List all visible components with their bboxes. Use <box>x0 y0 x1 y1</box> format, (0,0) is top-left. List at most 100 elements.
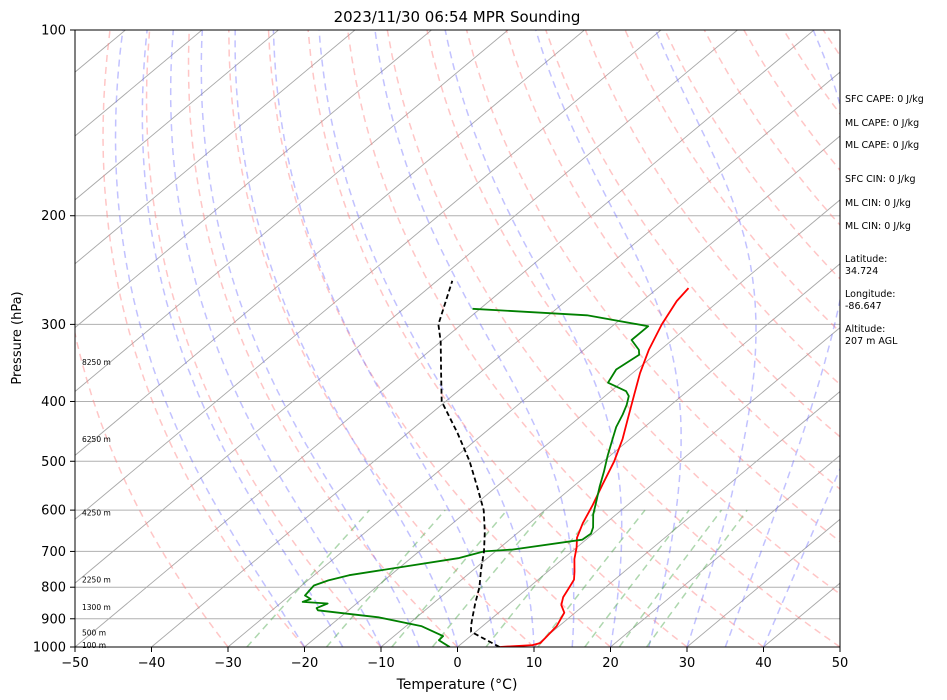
isotherm-line <box>75 30 509 393</box>
altitude-label: Altitude: <box>845 324 885 335</box>
dry-adiabat-line <box>624 30 840 333</box>
isotherm-line <box>686 518 840 647</box>
y-tick-label: 600 <box>41 504 66 519</box>
isotherm-line <box>227 135 840 647</box>
dry-adiabat-line <box>145 30 382 647</box>
height-label: 4250 m <box>82 508 111 517</box>
moist-adiabat-line <box>374 30 575 647</box>
mixing-ratio-line <box>618 509 723 647</box>
dewpoint-profile-line <box>301 307 650 647</box>
sfc-cin-text: SFC CIN: 0 J/kg <box>845 174 916 185</box>
moist-adiabat-line <box>169 30 382 647</box>
height-label: 100 m <box>82 641 106 650</box>
y-tick-label: 1000 <box>33 641 66 656</box>
x-axis-label: Temperature (°C) <box>396 677 518 693</box>
parcel-profile-line <box>437 280 501 647</box>
x-tick-label: −40 <box>138 656 165 671</box>
ml-cape-text-2: ML CAPE: 0 J/kg <box>845 140 919 151</box>
height-label: 6250 m <box>82 435 111 444</box>
x-tick-label: 10 <box>526 656 543 671</box>
dry-adiabat-line <box>346 30 764 647</box>
isotherm-line <box>75 30 203 137</box>
x-axis-ticks: −50 −40 −30 −20 −10 0 10 20 30 40 50 <box>61 647 848 671</box>
x-tick-label: 20 <box>602 656 619 671</box>
dry-adiabat-line <box>187 30 459 647</box>
mixing-ratio-line <box>246 509 371 647</box>
isotherm-line <box>75 30 279 201</box>
background-lines <box>75 30 947 647</box>
dry-adiabat-line <box>102 30 306 647</box>
moist-adiabat-line <box>724 30 840 647</box>
mixing-ratio-line <box>645 509 748 647</box>
x-tick-label: −30 <box>214 656 241 671</box>
plot-area <box>75 30 840 647</box>
mixing-ratio-line <box>485 509 597 647</box>
data-lines <box>301 280 690 647</box>
dry-adiabat-line <box>228 30 535 647</box>
y-tick-label: 900 <box>41 612 66 627</box>
y-axis-ticks: 100 200 300 400 500 600 700 800 900 1000 <box>33 24 75 656</box>
dry-adiabat-line <box>75 330 229 647</box>
chart-title: 2023/11/30 06:54 MPR Sounding <box>334 8 581 26</box>
mixing-ratio-line <box>391 509 508 647</box>
y-tick-label: 700 <box>41 545 66 560</box>
mixing-ratio-line <box>325 509 446 647</box>
longitude-value: -86.647 <box>845 301 882 312</box>
isotherm-line <box>75 30 662 520</box>
isotherm-line <box>151 71 840 647</box>
x-tick-label: −20 <box>291 656 318 671</box>
x-tick-label: 0 <box>453 656 461 671</box>
mixing-ratio-line <box>584 509 690 647</box>
ml-cin-text-2: ML CIN: 0 J/kg <box>845 221 911 232</box>
moist-adiabat-line <box>444 30 623 647</box>
moist-adiabat-line <box>272 30 497 647</box>
altitude-value: 207 m AGL <box>845 336 898 347</box>
temperature-profile-line <box>499 287 690 647</box>
height-label: 8250 m <box>82 358 111 367</box>
y-tick-label: 300 <box>41 318 66 333</box>
x-tick-label: 50 <box>832 656 849 671</box>
mixing-ratio-line <box>431 509 546 647</box>
isotherm-line <box>75 30 356 265</box>
y-tick-label: 500 <box>41 455 66 470</box>
dry-adiabat-line <box>942 30 947 647</box>
sfc-cape-text: SFC CAPE: 0 J/kg <box>845 94 924 105</box>
height-label: 2250 m <box>82 576 111 585</box>
isotherm-line <box>380 263 840 647</box>
dry-adiabat-line <box>584 30 840 386</box>
isotherm-line <box>917 30 947 647</box>
dry-adiabat-line <box>505 30 840 491</box>
y-tick-label: 200 <box>41 209 66 224</box>
longitude-label: Longitude: <box>845 289 895 300</box>
isotherm-line <box>304 199 840 647</box>
dry-adiabat-line <box>386 30 840 647</box>
y-axis-label: Pressure (hPa) <box>10 291 25 384</box>
mixing-ratio-line <box>537 509 646 647</box>
indices-panel: SFC CAPE: 0 J/kg ML CAPE: 0 J/kg ML CAPE… <box>845 94 924 347</box>
height-label: 500 m <box>82 629 106 638</box>
isotherm-line <box>75 30 585 456</box>
moist-adiabat-line <box>114 30 306 647</box>
latitude-value: 34.724 <box>845 266 878 277</box>
isotherm-line <box>75 30 815 647</box>
ml-cin-text: ML CIN: 0 J/kg <box>845 198 911 209</box>
x-tick-label: −10 <box>367 656 394 671</box>
y-tick-label: 400 <box>41 395 66 410</box>
isotherm-line <box>75 30 738 584</box>
isotherm-line <box>533 390 840 647</box>
x-tick-label: 40 <box>755 656 772 671</box>
isotherm-line <box>457 327 840 647</box>
moist-adiabat-line <box>200 30 420 647</box>
latitude-label: Latitude: <box>845 254 887 265</box>
isotherm-line <box>75 30 432 329</box>
dry-adiabat-line <box>426 30 840 595</box>
x-tick-label: −50 <box>61 656 88 671</box>
y-tick-label: 100 <box>41 24 66 39</box>
moist-adiabat-line <box>762 467 840 647</box>
y-tick-label: 800 <box>41 581 66 596</box>
height-labels: 8250 m 6250 m 4250 m 2250 m 1300 m 500 m 100 m <box>82 358 111 650</box>
isotherm-line <box>610 454 840 647</box>
ml-cape-text: ML CAPE: 0 J/kg <box>845 118 919 129</box>
x-tick-label: 30 <box>679 656 696 671</box>
